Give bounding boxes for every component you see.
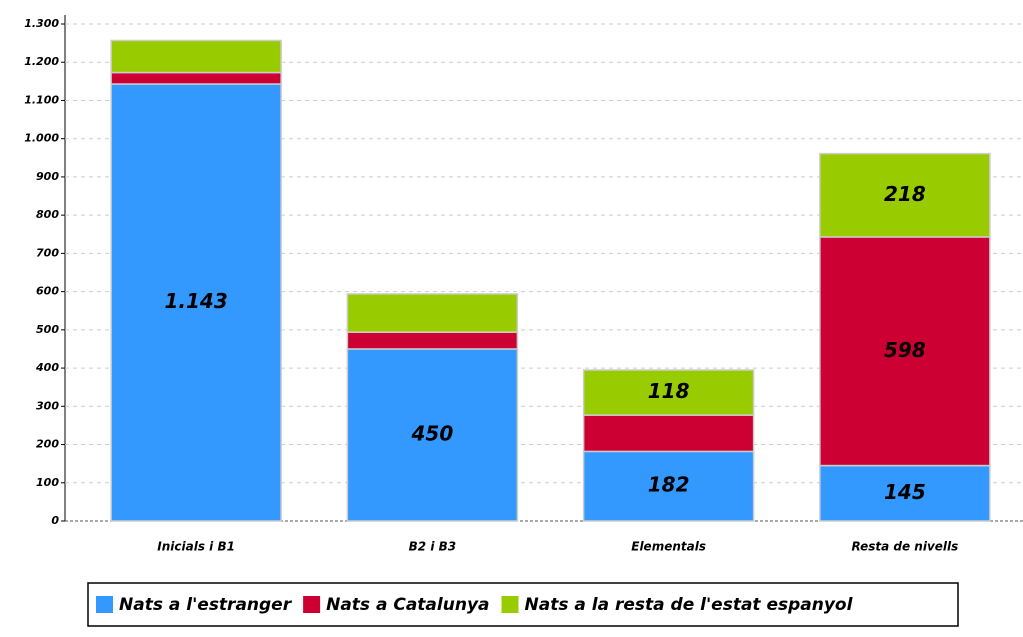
bar-segment (819, 464, 991, 522)
legend-label: Nats a Catalunya (326, 595, 489, 615)
y-tick-label: 1.300 (24, 17, 59, 30)
y-tick-label: 1.000 (24, 132, 59, 145)
data-label: 145 (884, 480, 926, 504)
y-tick-label: 600 (36, 285, 59, 298)
y-tick-label: 500 (36, 323, 59, 336)
bar-segment (110, 71, 282, 85)
y-tick-label: 400 (35, 361, 59, 374)
y-tick-label: 800 (36, 208, 59, 221)
y-tick-label: 200 (36, 438, 59, 451)
y-tick-label: 100 (36, 476, 59, 489)
y-tick-label: 300 (36, 399, 59, 412)
data-label: 1.143 (164, 289, 227, 313)
bar-segment (582, 450, 755, 522)
legend-swatch (501, 596, 519, 613)
data-label: 598 (884, 338, 926, 362)
legend-box (87, 582, 959, 627)
y-tick-label: 700 (36, 246, 59, 259)
data-label: 182 (648, 473, 690, 497)
legend-label: Nats a la resta de l'estat espanyol (525, 595, 854, 615)
bar-segment (582, 369, 755, 416)
bar-segment (582, 414, 755, 453)
bar-segment (346, 348, 519, 522)
y-tick-label: 0 (51, 514, 59, 527)
data-label: 218 (884, 182, 926, 206)
bar-segment (346, 331, 519, 350)
bar-segment (819, 152, 991, 238)
y-tick-label: 1.200 (24, 55, 59, 68)
bar-segment (110, 39, 282, 74)
x-tick-label: Elementals (631, 540, 706, 554)
legend-swatch (96, 596, 113, 613)
y-tick-label: 900 (36, 170, 59, 183)
bar-segment (346, 293, 519, 333)
data-label: 118 (648, 379, 690, 403)
x-tick-label: Resta de nivells (851, 540, 958, 554)
legend-label: Nats a l'estranger (119, 595, 293, 615)
bar-segment (110, 83, 282, 522)
x-tick-label: B2 i B3 (409, 540, 456, 554)
x-tick-label: Inicials i B1 (157, 540, 235, 554)
data-label: 450 (411, 421, 454, 445)
y-tick-label: 1.100 (24, 93, 59, 106)
legend-swatch (303, 596, 321, 613)
